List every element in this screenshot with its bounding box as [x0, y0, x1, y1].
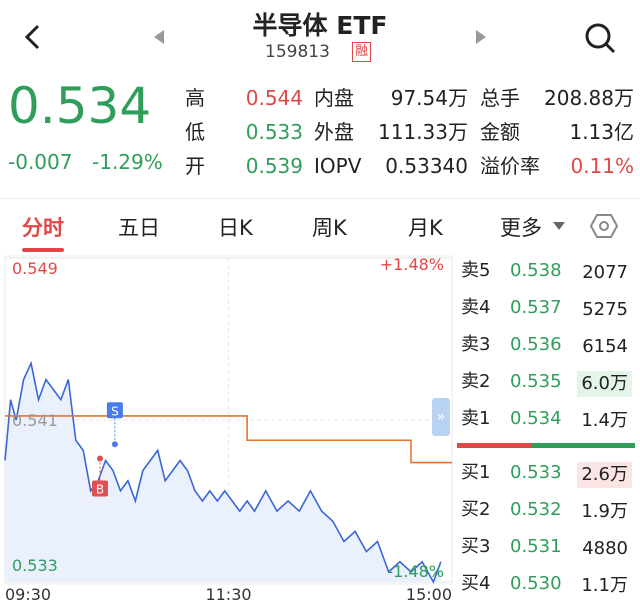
back-button[interactable] [18, 22, 48, 52]
pct-label: -1.48% [387, 562, 444, 581]
x-tick-label: 09:30 [5, 585, 51, 604]
book-volume: 2077 [582, 262, 628, 283]
y-tick-label: 0.541 [12, 411, 58, 430]
book-volume: 1.4万 [581, 410, 628, 431]
book-volume: 2.6万 [577, 462, 632, 488]
book-volume: 6154 [582, 336, 628, 357]
field-label: 高 [185, 86, 205, 110]
y-tick-label: 0.549 [12, 259, 58, 278]
book-label: 买1 [461, 462, 491, 483]
book-label: 买2 [461, 499, 491, 520]
tab[interactable]: 五日 [118, 216, 160, 240]
book-price: 0.531 [510, 536, 562, 557]
book-volume: 1.9万 [581, 501, 628, 522]
field-label: 低 [185, 120, 205, 144]
book-volume: 4880 [582, 538, 628, 559]
settings-button[interactable] [590, 212, 618, 240]
tab[interactable]: 月K [408, 216, 443, 240]
change-pct: -1.29% [92, 150, 163, 174]
tab[interactable]: 周K [312, 216, 347, 240]
field-value: 0.533 [245, 120, 303, 144]
title: 半导体 ETF [252, 11, 388, 40]
book-volume: 1.1万 [581, 575, 628, 596]
book-label: 买3 [461, 536, 491, 557]
field-value: 111.33万 [378, 120, 468, 144]
field-value: 0.539 [245, 154, 303, 178]
change: -0.007 [8, 150, 73, 174]
book-label: 买4 [461, 573, 491, 594]
search-button[interactable] [582, 20, 618, 56]
field-label: 内盘 [314, 86, 354, 110]
book-price: 0.530 [510, 573, 562, 594]
intraday-chart: 09:30 11:30 15:00 0.549 0.541 0.533 +1.48% -1.4… [4, 255, 453, 604]
book-label: 卖3 [461, 334, 491, 355]
book-price: 0.535 [510, 371, 562, 392]
book-price: 0.533 [510, 462, 562, 483]
book-volume: 6.0万 [577, 371, 632, 397]
expand-handle[interactable]: » [432, 398, 450, 436]
field-value: 0.544 [245, 86, 303, 110]
book-price: 0.537 [510, 297, 562, 318]
field-value: 0.53340 [385, 154, 468, 178]
price-line [4, 360, 442, 584]
field-label: 总手 [480, 86, 520, 110]
dropdown-arrow [553, 222, 565, 230]
book-label: 卖4 [461, 297, 491, 318]
bid-ask-bar-red [457, 443, 532, 448]
trade-marker [96, 455, 103, 462]
field-label: IOPV [314, 154, 362, 178]
field-value: 208.88万 [544, 86, 634, 110]
tab[interactable]: 日K [218, 216, 253, 240]
average-line [5, 415, 452, 464]
tag: 融 [352, 42, 372, 62]
divider [0, 198, 640, 199]
book-price: 0.538 [510, 260, 562, 281]
marker-label: B [96, 482, 104, 496]
book-label: 卖5 [461, 260, 491, 281]
tab-underline [22, 248, 64, 252]
trade-marker [111, 441, 118, 448]
field-value: 1.13亿 [569, 120, 634, 144]
field-label: 开 [185, 154, 205, 178]
marker-box [91, 480, 108, 497]
prev-button[interactable] [152, 28, 166, 46]
price: 0.534 [8, 77, 152, 135]
pct-label: +1.48% [380, 255, 444, 274]
tab[interactable]: 分时 [22, 216, 64, 240]
field-label: 溢价率 [480, 154, 540, 178]
field-value: 0.11% [570, 154, 634, 178]
tab[interactable]: 更多 [500, 216, 542, 240]
marker-box [106, 402, 123, 419]
next-button[interactable] [474, 28, 488, 46]
field-label: 金额 [480, 120, 520, 144]
x-tick-label: 15:00 [406, 585, 452, 604]
y-tick-label: 0.533 [12, 556, 58, 575]
marker-label: S [111, 404, 119, 418]
bid-ask-bar-green [532, 443, 635, 448]
x-tick-label: 11:30 [205, 585, 251, 604]
field-label: 外盘 [314, 120, 354, 144]
book-volume: 5275 [582, 299, 628, 320]
book-price: 0.536 [510, 334, 562, 355]
code: 159813 [265, 42, 330, 62]
price-area [5, 363, 441, 582]
book-label: 卖1 [461, 408, 491, 429]
book-price: 0.534 [510, 408, 562, 429]
book-label: 卖2 [461, 371, 491, 392]
book-price: 0.532 [510, 499, 562, 520]
field-value: 97.54万 [390, 86, 468, 110]
